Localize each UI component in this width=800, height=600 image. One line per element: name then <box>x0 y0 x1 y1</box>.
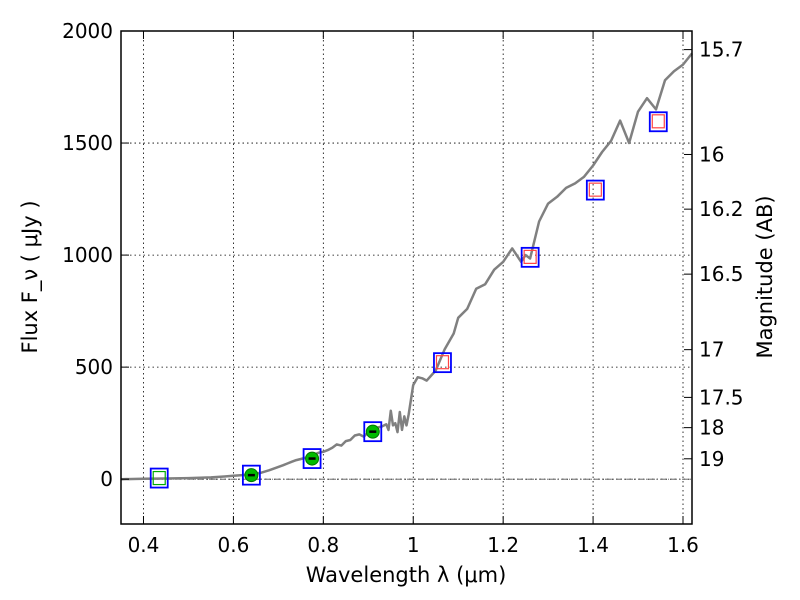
y2-axis-label-text: Magnitude (AB) <box>753 195 777 358</box>
model-point-marker <box>241 464 261 486</box>
x-tick-label: 0.6 <box>217 533 249 557</box>
plot-frame <box>120 30 693 525</box>
model-point-marker <box>149 467 169 489</box>
model-point-marker <box>648 111 668 133</box>
nir-point-marker <box>588 182 602 197</box>
model-point-marker <box>363 421 383 443</box>
plot-background <box>121 31 692 524</box>
x-tick-label: 1.2 <box>487 533 519 557</box>
axis-ticks: 0.4 0.6 0.8 1 1.2 1.4 1.6 0 500 1000 1500 2000 15.7 1… <box>62 19 743 557</box>
mag-tick-label: 18 <box>699 416 724 440</box>
x-tick-label: 0.4 <box>128 533 160 557</box>
nir-point-marker <box>435 355 450 370</box>
model-point-marker <box>302 448 322 469</box>
y2-axis-label: Magnitude (AB) <box>753 195 777 358</box>
y-axis-label: Flux F_ν ( μJy ) <box>18 200 43 353</box>
data-markers <box>149 111 668 489</box>
mag-tick-label: 17.5 <box>699 385 744 409</box>
upper-limit-marker <box>152 470 166 486</box>
x-tick-label: 1.6 <box>667 533 699 557</box>
x-tick-label: 1.4 <box>577 533 609 557</box>
y-tick-label: 0 <box>100 467 113 491</box>
mag-tick-label: 17 <box>699 338 724 362</box>
y-tick-label: 500 <box>75 355 113 379</box>
y-tick-label: 2000 <box>62 19 113 43</box>
nir-point-marker <box>523 249 537 264</box>
y-tick-label: 1000 <box>62 243 113 267</box>
mag-tick-label: 15.7 <box>699 38 744 62</box>
mag-tick-label: 16.2 <box>699 197 744 221</box>
y-tick-label: 1500 <box>62 131 113 155</box>
model-point-marker <box>520 246 540 268</box>
x-tick-label: 0.8 <box>307 533 339 557</box>
mag-tick-label: 16.5 <box>699 262 744 286</box>
y-axis-label-text: Flux F_ν ( μJy ) <box>18 200 43 353</box>
x-axis-label-text: Wavelength λ (μm) <box>306 563 507 587</box>
nir-point-marker <box>651 114 665 129</box>
mag-tick-label: 19 <box>699 447 724 471</box>
mag-tick-label: 16 <box>699 142 724 166</box>
sed-model-line <box>120 52 693 481</box>
x-tick-label: 1 <box>407 533 420 557</box>
x-axis-label: Wavelength λ (μm) <box>306 563 507 587</box>
model-point-marker <box>433 352 452 374</box>
model-point-marker <box>585 179 605 201</box>
